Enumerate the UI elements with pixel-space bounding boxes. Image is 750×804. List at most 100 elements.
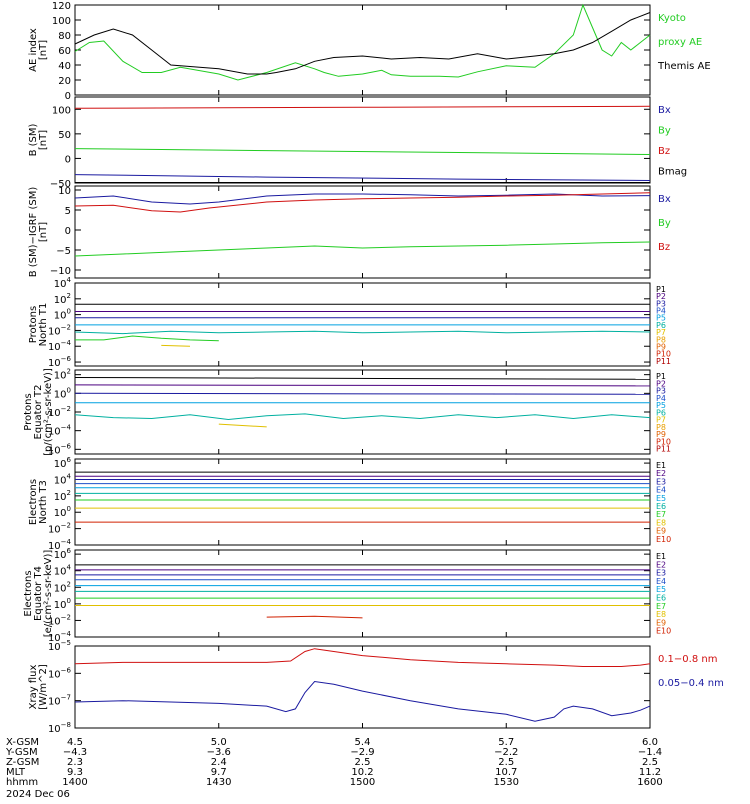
series-line [74,12,651,75]
legend-entry: P2 [656,379,666,388]
y-axis-label: [p/(cm²-s-sr-keV)] [43,368,54,456]
legend-entry: E1 [656,461,666,470]
legend-entry: P9 [656,430,666,439]
legend-entry: Bz [658,242,670,253]
legend-entry: P7 [656,328,666,337]
legend-entry: Bx [658,194,671,205]
legend-entry: 0.1−0.8 nm [658,654,717,665]
series-line [74,330,651,335]
panel-frame [74,96,651,184]
legend-entry: By [658,218,671,229]
series-line [74,413,651,421]
footer-value: 2.5 [498,757,514,768]
legend-entry: P11 [656,445,671,454]
legend-entry: proxy AE [658,37,702,48]
y-axis-label: B (SM) [28,123,39,156]
legend-entry: P4 [656,394,666,403]
y-tick-label: 104 [54,564,72,578]
legend-entry: E4 [656,577,666,586]
legend-entry: E2 [656,560,666,569]
y-tick-label: 0 [65,226,71,237]
panel-frame [74,549,651,638]
legend-entry: P3 [656,387,666,396]
series-line [74,192,651,213]
legend-entry: P5 [656,314,666,323]
y-tick-label: 10−2 [48,405,71,419]
legend-entry: E10 [656,535,671,544]
panel-ae: 0 20 40 60 80 100 120 AE index [nT] Kyoto proxy AE… [28,1,711,102]
series-line [74,241,651,257]
legend-entry: P6 [656,408,666,417]
y-tick-label: −10 [50,266,71,277]
footer-value: 5.4 [355,737,371,748]
footer-value: 2.5 [355,757,371,768]
footer-value: 10.2 [351,767,373,778]
legend-entry: E8 [656,518,666,527]
footer-value: 9.7 [211,767,227,778]
y-tick-label: 5 [65,206,71,217]
footer-value: −2.9 [350,747,374,758]
footer-value: 11.2 [639,767,661,778]
series-line [74,648,651,667]
y-axis-label: Protons [28,306,39,343]
y-tick-label: 100 [52,16,71,27]
legend-entry: E7 [656,602,666,611]
y-tick-label: 10−5 [48,639,71,653]
series-line [75,335,219,342]
y-tick-label: 106 [54,547,72,561]
y-axis-label: Protons [23,393,34,430]
y-tick-label: 10−6 [48,355,72,369]
legend-entry: E5 [656,585,666,594]
footer-value: 10.7 [495,767,517,778]
y-axis-label: [nT] [38,222,49,242]
footer-row-label: MLT [6,767,26,778]
legend-entry: E8 [656,610,666,619]
y-tick-label: 102 [54,368,71,382]
legend-entry: P1 [656,372,666,381]
y-axis-label: North T1 [38,303,49,347]
legend-entry: P3 [656,299,666,308]
y-tick-label: 10−4 [48,339,72,353]
legend-entry: P11 [656,357,671,366]
y-axis-label: Electrons [23,570,34,616]
panel-frame [74,645,651,729]
legend-entry: E10 [656,627,671,636]
legend-entry: P4 [656,307,666,316]
y-axis-label: Xray flux [28,665,39,710]
y-tick-label: 102 [54,292,71,306]
y-tick-label: 100 [52,105,71,116]
series-line [74,392,651,395]
footer-value: 1400 [62,777,87,788]
series-line [74,384,651,387]
legend-entry: E5 [656,494,666,503]
y-tick-label: −5 [56,246,71,257]
y-tick-label: 10−8 [48,721,71,735]
legend-entry: Bmag [658,167,687,178]
panel-frame [74,4,651,96]
footer-value: 1530 [494,777,519,788]
footer-value: 9.3 [67,767,83,778]
legend-entry: P5 [656,401,666,410]
legend-entry: P10 [656,350,671,359]
y-tick-label: 60 [58,46,71,57]
legend-entry: E2 [656,469,666,478]
footer-value: −3.6 [207,747,231,758]
y-tick-label: 104 [54,276,72,290]
y-tick-label: 10 [58,186,71,197]
y-tick-label: 100 [54,597,71,611]
footer-value: −1.4 [638,747,662,758]
footer-value: 1430 [206,777,231,788]
legend-entry: 0.05−0.4 nm [658,678,724,689]
legend-entry: E7 [656,510,666,519]
legend-entry: Bz [658,146,670,157]
y-axis-label: [nT] [38,130,49,150]
panel-bigrf: −10 −5 0 5 10 B (SM)−IGRF (SM) [nT] Bx By Bz [28,185,671,279]
legend-entry: E6 [656,594,666,603]
y-tick-label: 102 [54,489,71,503]
legend-entry: E9 [656,527,666,536]
series-line [161,344,191,347]
series-line [74,193,651,205]
y-axis-label: Equator T2 [33,385,44,440]
